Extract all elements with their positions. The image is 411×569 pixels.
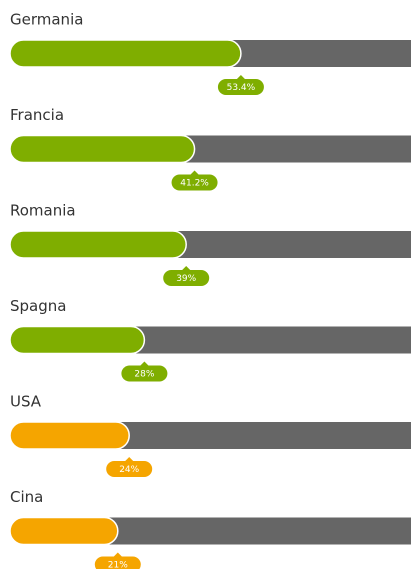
- category-label: Romania: [10, 202, 76, 220]
- label-pointer: [236, 75, 245, 79]
- label-pointer: [182, 266, 191, 270]
- progress-row: Romania 39%: [9, 202, 411, 286]
- label-bubble: [217, 79, 264, 95]
- label-pointer: [113, 552, 122, 557]
- bar: [9, 325, 146, 355]
- bar: [9, 421, 130, 450]
- label-pointer: [140, 361, 149, 366]
- value-label: 24%: [119, 465, 139, 475]
- value-label: 53.4%: [227, 83, 256, 93]
- category-label: Cina: [10, 488, 43, 506]
- category-label: Francia: [10, 106, 64, 124]
- progress-row: USA 24%: [9, 393, 411, 477]
- bar: [9, 516, 119, 546]
- value-label: 21%: [108, 561, 128, 569]
- value-label: 28%: [134, 370, 154, 380]
- label-bubble: [163, 270, 210, 286]
- bar: [9, 134, 196, 164]
- label-bubble: [106, 461, 153, 477]
- bar: [9, 39, 242, 68]
- value-label: 39%: [176, 274, 196, 284]
- category-label: USA: [10, 393, 42, 411]
- label-pointer: [190, 170, 199, 175]
- progress-row: Germania 53.4%: [9, 11, 411, 95]
- value-label: 41.2%: [180, 179, 209, 189]
- progress-row: Cina 21%: [9, 488, 411, 569]
- bar: [9, 230, 187, 259]
- progress-row: Francia 41.2%: [9, 106, 411, 191]
- progress-row: Spagna 28%: [9, 297, 411, 382]
- label-bubble: [121, 365, 168, 382]
- category-label: Germania: [10, 11, 83, 29]
- label-pointer: [125, 457, 134, 461]
- category-label: Spagna: [10, 297, 66, 315]
- label-bubble: [171, 174, 218, 191]
- label-bubble: [94, 556, 141, 569]
